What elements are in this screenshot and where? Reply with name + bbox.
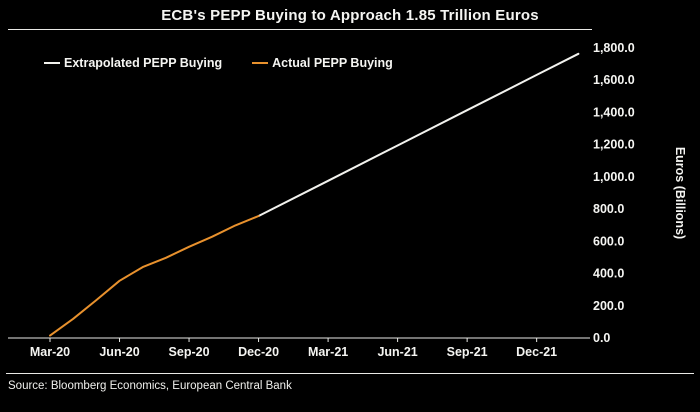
source-text: Source: Bloomberg Economics, European Ce…	[8, 380, 292, 392]
x-tick-label: Jun-21	[377, 345, 417, 359]
x-tick-label: Sep-21	[447, 345, 488, 359]
x-tick-label: Jun-20	[99, 345, 139, 359]
legend-label-actual: Actual PEPP Buying	[272, 56, 393, 70]
title-divider	[8, 29, 592, 30]
x-tick-label: Dec-21	[516, 345, 557, 359]
y-tick-label: 0.0	[593, 331, 610, 345]
y-tick-label: 800.0	[593, 202, 624, 216]
x-tick-label: Sep-20	[169, 345, 210, 359]
series-line-actual-pepp-buying	[49, 215, 260, 337]
y-axis-label: Euros (Billions)	[673, 147, 687, 239]
chart-area: Mar-20 Jun-20 Sep-20 Dec-20 Mar-21 Jun-21 Sep-…	[0, 30, 700, 370]
legend-item-actual: Actual PEPP Buying	[252, 56, 393, 70]
y-tick-label: 1,400.0	[593, 105, 635, 119]
footer-divider	[6, 373, 694, 374]
y-tick-label: 1,800.0	[593, 41, 635, 55]
legend-label-extrapolated: Extrapolated PEPP Buying	[64, 56, 223, 70]
series-line-extrapolated-pepp-buying	[257, 52, 580, 217]
y-tick-label: 400.0	[593, 267, 624, 281]
y-tick-label: 1,200.0	[593, 138, 635, 152]
legend-swatch-extrapolated-line	[44, 62, 60, 64]
y-tick-label: 600.0	[593, 234, 624, 248]
x-tick-label: Mar-20	[30, 345, 70, 359]
x-tick-label: Mar-21	[308, 345, 348, 359]
chart-title: ECB's PEPP Buying to Approach 1.85 Trill…	[161, 7, 539, 24]
legend-swatch-actual-line	[252, 62, 269, 64]
y-tick-label: 200.0	[593, 299, 624, 313]
legend-item-extrapolated: Extrapolated PEPP Buying	[44, 56, 222, 70]
y-tick-label: 1,600.0	[593, 73, 635, 87]
y-tick-label: 1,000.0	[593, 170, 635, 184]
plot-svg: Mar-20 Jun-20 Sep-20 Dec-20 Mar-21 Jun-21 Sep-…	[8, 41, 687, 359]
legend: Extrapolated PEPP Buying Actual PEPP Buy…	[44, 56, 393, 70]
x-tick-label: Dec-20	[238, 345, 279, 359]
